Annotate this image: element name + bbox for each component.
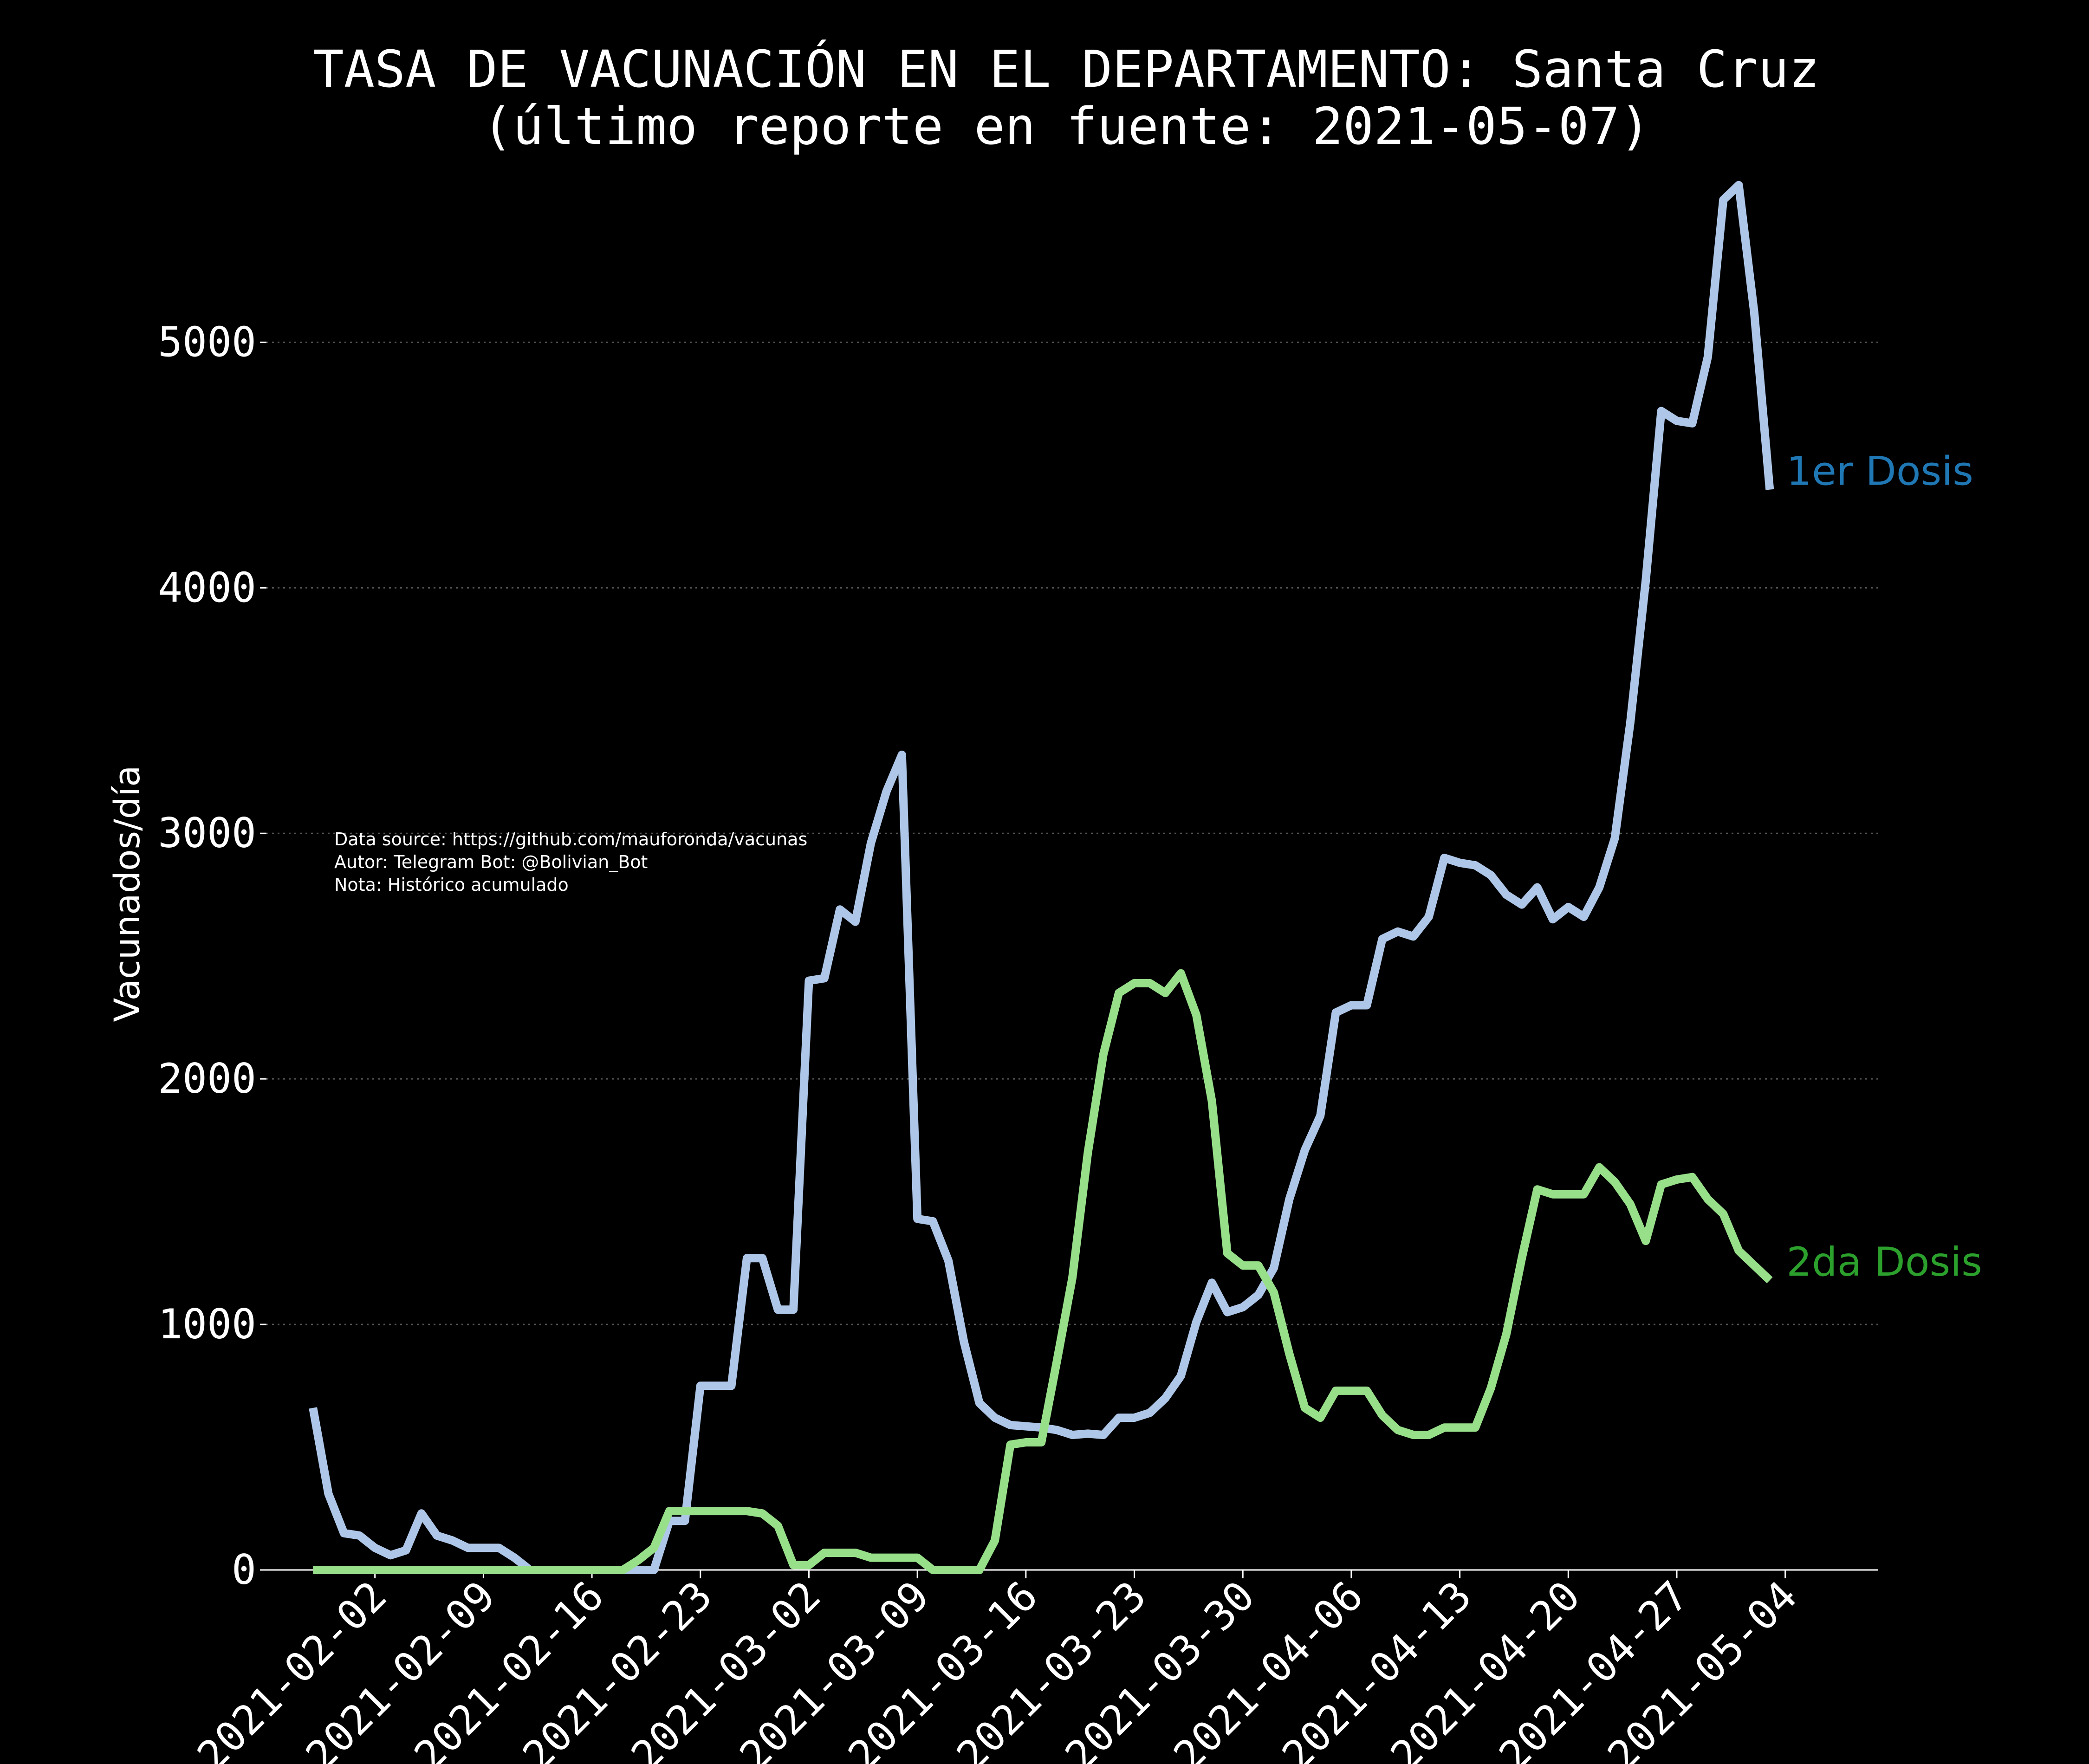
y-tick-label-0: 0 <box>232 1546 256 1594</box>
y-tick-label-4000: 4000 <box>158 564 256 611</box>
note-author: Autor: Telegram Bot: @Bolivian_Bot <box>334 852 648 872</box>
note-cumulative: Nota: Histórico acumulado <box>334 875 569 895</box>
y-tick-label-1000: 1000 <box>158 1300 256 1348</box>
series-lines <box>309 181 1774 1574</box>
chart-title: TASA DE VACUNACIÓN EN EL DEPARTAMENTO: S… <box>313 39 1819 99</box>
y-tick-label-5000: 5000 <box>158 318 256 366</box>
series-labels: 1er Dosis 2da Dosis <box>1786 448 1982 1285</box>
y-ticks: 0 1000 2000 3000 4000 5000 <box>158 318 266 1594</box>
y-tick-label-3000: 3000 <box>158 809 256 857</box>
series-label-2da-dosis: 2da Dosis <box>1786 1239 1982 1285</box>
y-axis-label: Vacunados/día <box>106 765 148 1022</box>
grid-lines <box>266 341 1878 1325</box>
series-line-2da-dosis <box>313 969 1773 1574</box>
series-label-1er-dosis: 1er Dosis <box>1786 448 1973 495</box>
notes-block: Data source: https://github.com/mauforon… <box>334 829 807 895</box>
note-data-source: Data source: https://github.com/mauforon… <box>334 829 807 850</box>
y-tick-label-2000: 2000 <box>158 1055 256 1102</box>
chart-subtitle: (último reporte en fuente: 2021-05-07) <box>482 97 1651 156</box>
